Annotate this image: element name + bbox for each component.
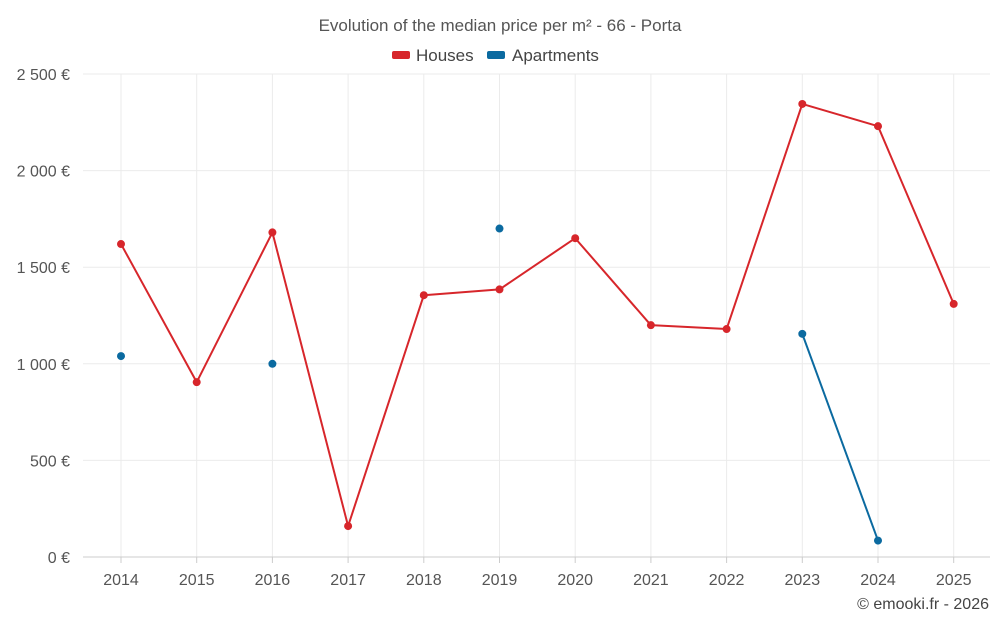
- legend-item-houses[interactable]: Houses: [392, 46, 474, 65]
- data-point-houses[interactable]: [495, 285, 504, 294]
- data-point-houses[interactable]: [571, 234, 580, 243]
- data-point-apartments[interactable]: [495, 224, 504, 233]
- x-tick-label: 2015: [179, 572, 215, 589]
- credit-text: © emooki.fr - 2026: [857, 596, 989, 613]
- data-point-houses[interactable]: [419, 291, 428, 300]
- series-apartments: [117, 224, 882, 545]
- series-line-apartments: [801, 333, 879, 541]
- x-tick-label: 2017: [330, 572, 366, 589]
- data-point-houses[interactable]: [117, 240, 125, 249]
- data-point-houses[interactable]: [949, 299, 958, 308]
- grid: [83, 73, 990, 557]
- series-line-houses: [120, 102, 955, 528]
- x-tick-label: 2018: [406, 572, 442, 589]
- chart-title: Evolution of the median price per m² - 6…: [319, 16, 682, 35]
- x-tick-label: 2021: [633, 572, 669, 589]
- x-tick-label: 2023: [785, 572, 821, 589]
- x-tick-label: 2022: [709, 572, 745, 589]
- series-houses: [117, 99, 958, 531]
- legend-swatch-apartments: [487, 51, 505, 59]
- data-point-apartments[interactable]: [798, 329, 807, 338]
- x-tick-label: 2016: [255, 572, 291, 589]
- x-tick-label: 2020: [557, 572, 593, 589]
- x-tick-label: 2024: [860, 572, 896, 589]
- data-point-houses[interactable]: [344, 522, 353, 531]
- data-point-houses[interactable]: [646, 321, 655, 330]
- data-point-apartments[interactable]: [268, 359, 277, 368]
- data-point-houses[interactable]: [192, 378, 201, 387]
- legend: Houses Apartments: [392, 46, 599, 65]
- legend-item-apartments[interactable]: Apartments: [487, 46, 599, 65]
- legend-swatch-houses: [392, 51, 410, 59]
- legend-label-apartments: Apartments: [512, 46, 599, 65]
- x-tick-label: 2025: [936, 572, 972, 589]
- series-layer: [117, 99, 958, 545]
- y-tick-label: 1 500 €: [17, 260, 70, 277]
- data-point-apartments[interactable]: [117, 352, 125, 361]
- y-axis-ticks: 0 € 500 € 1 000 € 1 500 € 2 000 € 2 500 €: [17, 67, 70, 567]
- legend-label-houses: Houses: [416, 46, 474, 65]
- data-point-houses[interactable]: [268, 228, 277, 237]
- x-tick-label: 2019: [482, 572, 518, 589]
- x-axis-ticks: 2014 2015 2016 2017 2018 2019 2020 2021 2022 2023…: [103, 557, 972, 589]
- data-point-houses[interactable]: [798, 99, 807, 108]
- y-tick-label: 500 €: [30, 453, 70, 470]
- y-tick-label: 0 €: [48, 550, 70, 567]
- x-tick-label: 2014: [103, 572, 139, 589]
- data-point-apartments[interactable]: [874, 536, 882, 545]
- data-point-houses[interactable]: [722, 325, 731, 334]
- y-tick-label: 2 500 €: [17, 67, 70, 84]
- y-tick-label: 1 000 €: [17, 357, 70, 374]
- data-point-houses[interactable]: [874, 122, 882, 131]
- y-tick-label: 2 000 €: [17, 164, 70, 181]
